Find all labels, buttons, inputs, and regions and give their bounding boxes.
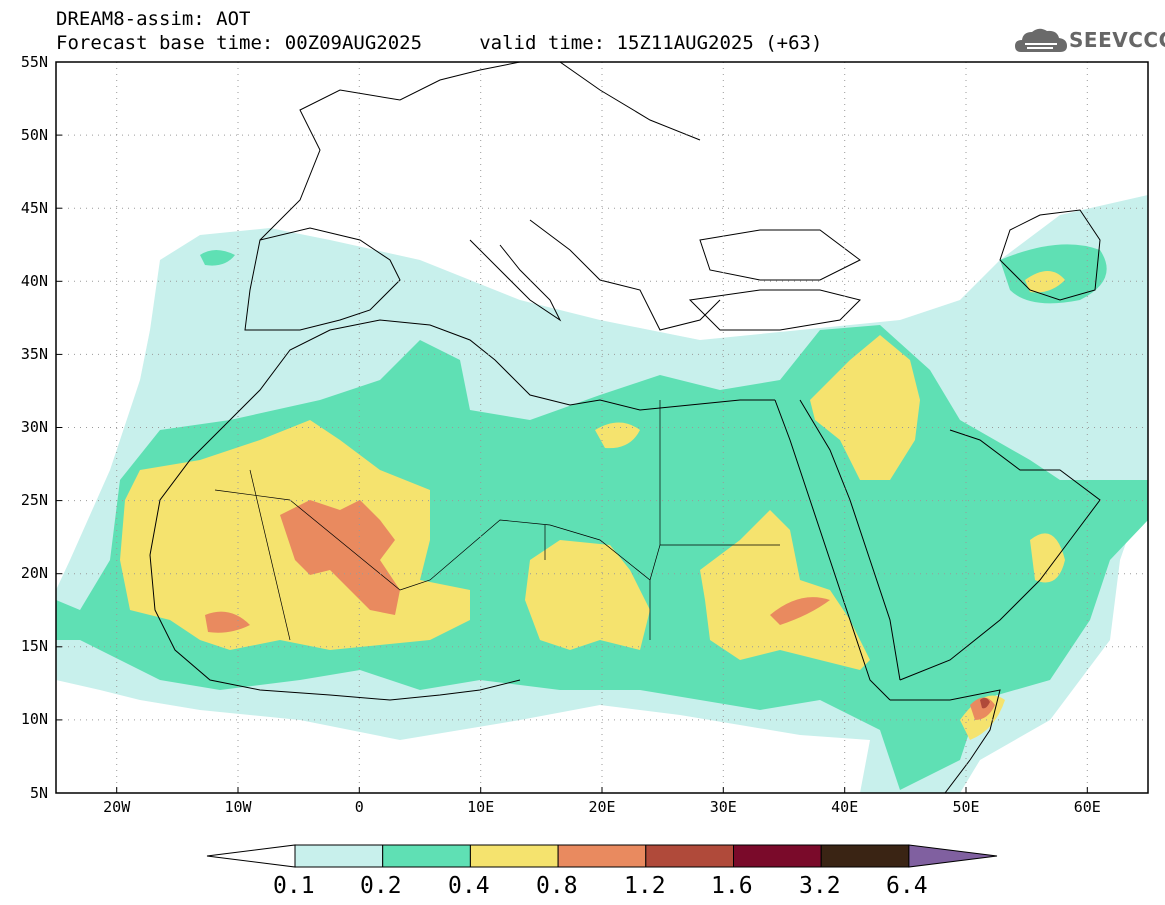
coastline-west-africa xyxy=(149,554,521,701)
lon-label: 10E xyxy=(467,798,494,816)
lon-label: 60E xyxy=(1074,798,1101,816)
colorbar-label: 0.2 xyxy=(360,873,402,899)
coastline-europe xyxy=(259,62,701,241)
coastline-turkey xyxy=(688,289,861,331)
border-lines xyxy=(214,400,780,641)
lat-label: 15N xyxy=(21,637,48,655)
lat-label: 20N xyxy=(21,564,48,582)
logo-text: SEEVCCC xyxy=(1069,28,1165,52)
coastline-red-sea xyxy=(774,399,901,701)
colorbar-label: 0.8 xyxy=(536,873,578,899)
seevccc-logo: SEEVCCC xyxy=(1013,22,1165,58)
tick-marks xyxy=(56,61,1088,794)
aot-contour-0.8 xyxy=(280,500,400,615)
lon-label: 0 xyxy=(355,798,364,816)
lon-label: 30E xyxy=(710,798,737,816)
coastline-arabia xyxy=(899,429,1101,681)
lat-label: 50N xyxy=(21,126,48,144)
colorbar-swatch xyxy=(294,844,384,868)
lon-label: 40E xyxy=(831,798,858,816)
lon-label: 50E xyxy=(952,798,979,816)
colorbar-label: 0.1 xyxy=(273,873,315,899)
coastline-caspian xyxy=(999,209,1101,301)
colorbar-swatch xyxy=(382,844,471,868)
lon-label: 20W xyxy=(103,798,131,816)
lat-label: 25N xyxy=(21,491,48,509)
cloud-icon xyxy=(1015,28,1067,52)
lat-label: 10N xyxy=(21,710,48,728)
colorbar-swatch xyxy=(820,844,910,868)
lon-label: 20E xyxy=(588,798,615,816)
colorbar-label: 1.6 xyxy=(711,873,753,899)
lat-label: 30N xyxy=(21,418,48,436)
forecast-time-subtitle: Forecast base time: 00Z09AUG2025 valid t… xyxy=(56,32,823,54)
coastline-horn xyxy=(890,689,1001,793)
lat-label: 55N xyxy=(21,53,48,71)
coastline-north-africa xyxy=(149,319,775,556)
coastline-italy xyxy=(469,239,562,322)
gridlines xyxy=(56,62,1148,793)
colorbar-swatch xyxy=(733,844,822,868)
coastline-iberia xyxy=(244,227,401,331)
colorbar-label: 6.4 xyxy=(886,873,928,899)
latitude-labels: 55N 50N 45N 40N 35N 30N 25N 20N 15N 10N … xyxy=(21,53,48,802)
colorbar-over-arrow xyxy=(908,844,998,868)
colorbar-swatch xyxy=(469,844,559,868)
lat-label: 45N xyxy=(21,199,48,217)
lat-label: 40N xyxy=(21,272,48,290)
colorbar-under-arrow xyxy=(206,844,296,868)
coastline-balkans xyxy=(529,219,721,331)
colorbar-label: 3.2 xyxy=(799,873,841,899)
lon-label: 10W xyxy=(224,798,252,816)
colorbar-swatch xyxy=(645,844,734,868)
colorbar-label: 1.2 xyxy=(624,873,666,899)
coastline-black-sea xyxy=(699,229,861,281)
colorbar-swatch xyxy=(557,844,647,868)
longitude-labels: 20W 10W 0 10E 20E 30E 40E 50E 60E xyxy=(103,798,1101,816)
coastlines xyxy=(149,62,1101,793)
map-title: DREAM8-assim: AOT xyxy=(56,8,251,30)
lat-label: 35N xyxy=(21,345,48,363)
lat-label: 5N xyxy=(30,784,48,802)
colorbar xyxy=(206,844,998,868)
colorbar-label: 0.4 xyxy=(448,873,490,899)
